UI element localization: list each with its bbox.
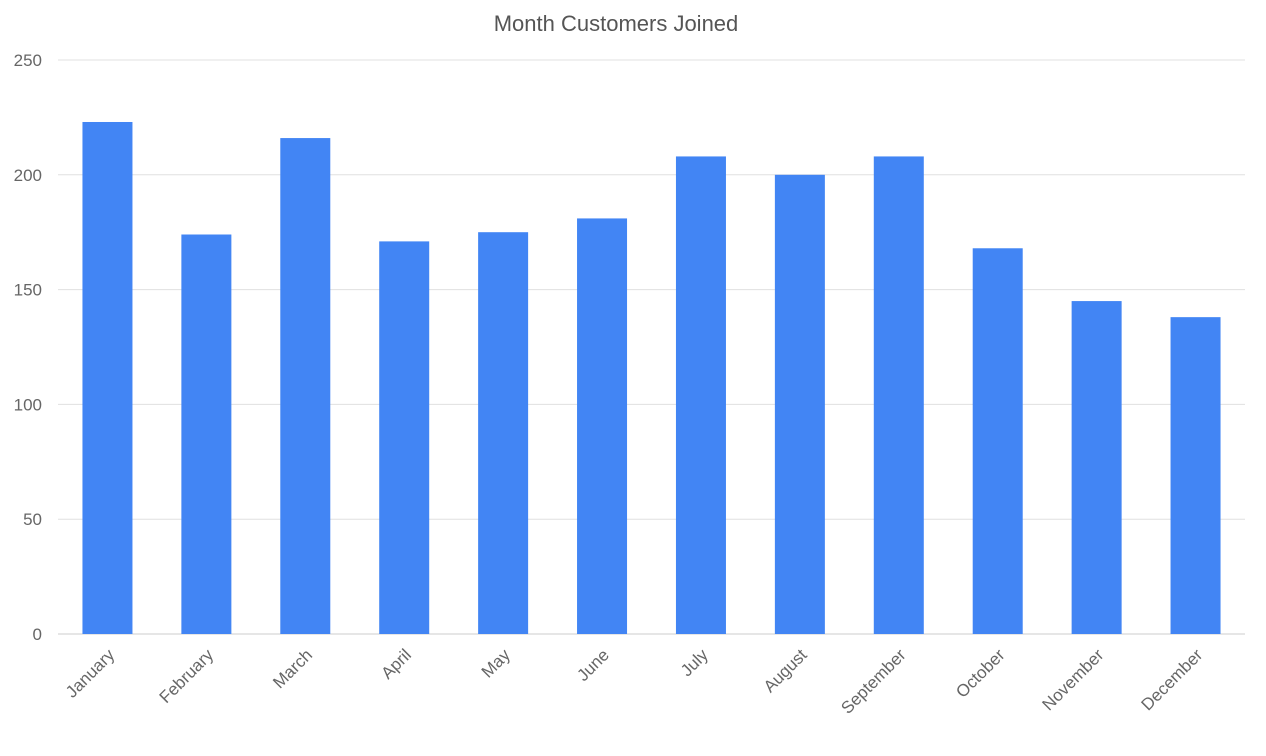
x-tick-label: September bbox=[837, 645, 909, 717]
bar-august bbox=[774, 174, 825, 635]
bar-april bbox=[379, 241, 430, 634]
y-tick-label: 150 bbox=[14, 281, 42, 300]
bar-january bbox=[82, 121, 133, 634]
x-tick-label: January bbox=[62, 645, 119, 702]
bar-october bbox=[972, 248, 1023, 634]
bar-february bbox=[181, 234, 232, 634]
bars bbox=[82, 121, 1221, 635]
gridlines: 0 50 100 150 200 250 bbox=[14, 51, 1245, 644]
y-tick-label: 250 bbox=[14, 51, 42, 70]
x-tick-label: November bbox=[1039, 645, 1108, 714]
x-tick-label: December bbox=[1137, 645, 1206, 714]
bar-september bbox=[873, 156, 924, 634]
x-tick-label: March bbox=[269, 645, 316, 692]
x-tick-label: October bbox=[952, 645, 1008, 701]
x-tick-label: July bbox=[677, 645, 712, 680]
x-tick-label: May bbox=[478, 645, 514, 681]
bar-march bbox=[280, 138, 331, 634]
bar-november bbox=[1071, 301, 1122, 634]
x-tick-label: February bbox=[156, 645, 218, 707]
y-tick-label: 100 bbox=[14, 395, 42, 414]
bar-june bbox=[577, 218, 628, 634]
chart-title: Month Customers Joined bbox=[494, 11, 739, 36]
x-axis-labels: January February March April May June July Augu… bbox=[62, 645, 1207, 718]
x-tick-label: June bbox=[573, 645, 613, 685]
y-tick-label: 200 bbox=[14, 166, 42, 185]
x-tick-label: August bbox=[760, 645, 811, 696]
y-tick-label: 0 bbox=[33, 625, 42, 644]
y-tick-label: 50 bbox=[23, 510, 42, 529]
bar-may bbox=[478, 232, 529, 634]
x-tick-label: April bbox=[378, 645, 415, 682]
bar-july bbox=[675, 156, 726, 634]
bar-december bbox=[1170, 317, 1221, 634]
